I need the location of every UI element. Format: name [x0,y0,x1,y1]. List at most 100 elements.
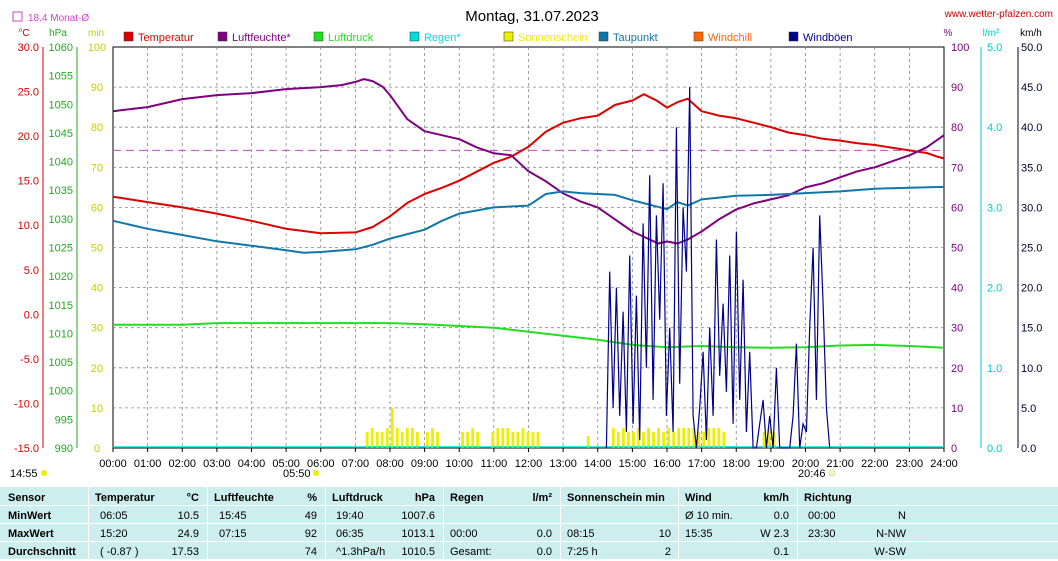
kmh-tick-label: 0.0 [1021,443,1036,455]
sun-icon [313,470,319,476]
legend-label: Sonnenschein [518,32,588,44]
min-tick-label: 70 [91,162,103,174]
sunshine-bar [400,431,404,448]
stats-cell: Sonnenschein min [567,492,665,504]
sunshine-bar [767,427,771,448]
sunshine-bar [647,427,650,448]
sunshine-bar [652,431,655,448]
x-tick-label: 18:00 [722,458,750,470]
sunshine-bar [642,431,645,448]
stats-cell: 08:15 [567,528,595,540]
min-tick-label: 20 [91,363,103,375]
min-tick-label: 90 [91,82,103,94]
percent-tick-label: 10 [951,403,963,415]
percent-tick-label: 20 [951,363,963,375]
sunshine-bar [496,427,500,448]
temp-tick-label: -10.0 [14,398,39,410]
hpa-tick-label: 1045 [49,128,73,140]
stats-cell: ( -0.87 ) [100,546,139,558]
unit-celsius: °C [18,28,29,39]
x-tick-label: 05:00 [272,458,300,470]
x-tick-label: 24:00 [930,458,958,470]
temp-tick-label: -5.0 [20,354,39,366]
sun-icon [41,470,47,476]
sunshine-bar [662,431,665,448]
stats-cell: hPa [414,492,435,504]
stats-cell: 92 [304,528,317,540]
x-tick-label: 16:00 [653,458,681,470]
sunshine-bars [365,407,776,448]
kmh-tick-label: 30.0 [1021,202,1042,214]
legend-swatch [693,31,704,42]
stats-cell: 15:20 [100,528,128,540]
sunshine-bar [416,431,419,448]
sunshine-bar [772,431,776,448]
stats-cell: ^1.3hPa/h [336,546,386,558]
sunshine-bar [380,431,384,448]
site-link[interactable]: www.wetter-pfalzen.com [944,9,1053,20]
stats-cell: % [307,492,317,504]
min-tick-label: 0 [94,443,100,455]
sunshine-bar [637,427,640,448]
temp-tick-label: -15.0 [14,443,39,455]
x-tick-label: 23:00 [896,458,924,470]
stats-cell: Wind [685,492,712,504]
sunshine-bar [410,427,414,448]
hpa-tick-label: 1035 [49,185,73,197]
sunshine-bar [491,431,495,448]
sunshine-bar [395,427,399,448]
series-temperatur [112,93,945,235]
x-tick-label: 13:00 [549,458,577,470]
lm2-tick-label: 2.0 [987,283,1002,295]
legend-swatch [217,31,228,42]
moon-time: 20:46 [798,468,826,480]
right-axes: 10090807060504030201005.04.03.02.01.00.0… [951,42,1042,455]
x-tick-label: 15:00 [619,458,647,470]
stats-cell: W 2.3 [760,528,789,540]
min-tick-label: 10 [91,403,103,415]
sunshine-bar [390,407,394,448]
sunshine-bar [370,427,374,448]
kmh-tick-label: 20.0 [1021,283,1042,295]
stats-cell: 15:45 [219,510,247,522]
sunshine-bar [622,427,625,448]
kmh-tick-label: 5.0 [1021,403,1036,415]
sunshine-bar [687,427,691,448]
sunshine-bar [707,427,711,448]
stats-cell: 10 [658,528,671,540]
hpa-tick-label: 1005 [49,357,73,369]
hpa-tick-label: 990 [55,443,73,455]
percent-tick-label: 70 [951,162,963,174]
unit-hpa: hPa [49,28,67,39]
legend-label: Luftdruck [328,32,374,44]
percent-tick-label: 30 [951,323,963,335]
grid [113,47,944,448]
sunshine-bar [677,427,681,448]
temp-tick-label: 15.0 [18,176,39,188]
temp-tick-label: 30.0 [18,42,39,54]
sunshine-bar [617,431,620,448]
stats-cell: 06:05 [100,510,128,522]
legend: Temperatur Luftfeuchte* Luftdruck Regen* Son… [123,31,853,44]
x-tick-label: 11:00 [481,458,508,470]
hpa-tick-label: 1025 [49,243,73,255]
stats-cell: 17.53 [171,546,199,558]
legend-swatch [313,31,324,42]
stats-cell: 06:35 [336,528,364,540]
legend-swatch [503,31,514,42]
stats-cell: 24.9 [177,528,199,540]
legend-swatch [123,31,134,42]
percent-tick-label: 90 [951,82,963,94]
sunshine-bar [672,431,676,448]
x-tick-label: 17:00 [688,458,716,470]
stats-cell: 10.5 [177,510,199,522]
percent-tick-label: 100 [951,42,969,54]
temp-tick-label: 20.0 [18,131,39,143]
kmh-tick-label: 50.0 [1021,42,1042,54]
kmh-tick-label: 40.0 [1021,122,1042,134]
sunshine-bar [375,431,379,448]
stats-cell: 1007.6 [401,510,435,522]
sunshine-bar [516,431,520,448]
temp-tick-label: 5.0 [24,265,39,277]
sunshine-bar [531,431,535,448]
